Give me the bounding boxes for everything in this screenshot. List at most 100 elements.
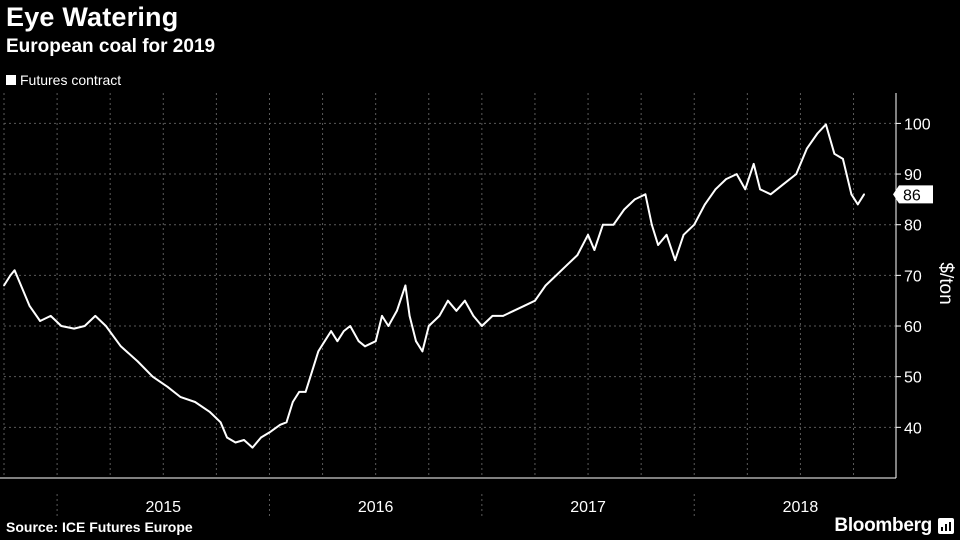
y-tick-label: 80 bbox=[904, 218, 922, 235]
data-point bbox=[94, 315, 97, 317]
data-point bbox=[534, 299, 536, 302]
data-point bbox=[752, 163, 755, 165]
data-point bbox=[644, 193, 647, 196]
data-point bbox=[251, 446, 254, 449]
x-tick-label: 2015 bbox=[145, 499, 181, 516]
data-point bbox=[447, 299, 449, 302]
series-line bbox=[3, 123, 865, 449]
data-point bbox=[119, 345, 122, 348]
data-point bbox=[381, 315, 383, 317]
data-point bbox=[20, 284, 22, 287]
data-point bbox=[850, 193, 853, 196]
data-point bbox=[285, 421, 288, 424]
data-point bbox=[512, 309, 515, 312]
data-point bbox=[364, 345, 366, 348]
x-tick-label: 2017 bbox=[570, 499, 606, 516]
data-point bbox=[682, 233, 685, 236]
last-value-label: 86 bbox=[903, 187, 921, 204]
data-point bbox=[243, 439, 245, 441]
data-point bbox=[13, 269, 16, 272]
data-point bbox=[39, 320, 41, 322]
data-point bbox=[291, 401, 294, 403]
data-point bbox=[612, 223, 615, 226]
legend-label: Futures contract bbox=[20, 72, 122, 88]
data-point bbox=[336, 340, 339, 343]
data-point bbox=[665, 233, 668, 236]
data-point bbox=[693, 223, 696, 226]
data-point bbox=[555, 274, 558, 277]
data-point bbox=[105, 325, 107, 327]
data-point bbox=[795, 173, 798, 176]
data-point bbox=[387, 325, 390, 327]
data-point bbox=[735, 173, 738, 176]
data-point bbox=[404, 284, 407, 287]
data-point bbox=[408, 315, 411, 317]
data-point bbox=[565, 264, 568, 267]
data-point bbox=[481, 325, 483, 327]
data-point bbox=[657, 244, 659, 246]
y-tick-label: 70 bbox=[904, 268, 922, 285]
data-point bbox=[576, 254, 579, 256]
y-tick-label: 100 bbox=[904, 116, 931, 133]
data-point bbox=[523, 304, 526, 307]
y-axis-label: $/ton bbox=[935, 262, 956, 304]
data-point bbox=[298, 391, 301, 393]
y-tick-label: 50 bbox=[904, 370, 922, 387]
data-point bbox=[73, 327, 75, 330]
last-value-badge bbox=[893, 185, 933, 204]
data-point bbox=[374, 340, 377, 343]
chart-subtitle: European coal for 2019 bbox=[6, 36, 216, 57]
data-point bbox=[396, 309, 398, 312]
data-point bbox=[166, 385, 169, 388]
data-point bbox=[357, 340, 360, 343]
data-point bbox=[219, 421, 222, 424]
y-tick-label: 40 bbox=[904, 420, 922, 437]
data-point bbox=[136, 360, 139, 363]
data-point bbox=[49, 315, 52, 317]
chart-title: Eye Watering bbox=[6, 2, 179, 32]
data-point bbox=[782, 183, 785, 186]
data-point bbox=[714, 188, 717, 191]
data-point bbox=[3, 284, 5, 287]
data-point bbox=[304, 391, 307, 393]
data-point bbox=[464, 299, 466, 302]
data-point bbox=[179, 396, 182, 398]
legend: Futures contract bbox=[6, 72, 121, 88]
data-point bbox=[342, 330, 345, 332]
data-point bbox=[842, 158, 844, 160]
data-point bbox=[544, 284, 547, 287]
y-tick-label: 60 bbox=[904, 319, 922, 336]
data-point bbox=[9, 274, 12, 277]
data-point bbox=[587, 233, 589, 236]
data-point bbox=[502, 315, 504, 317]
data-point bbox=[226, 436, 228, 439]
data-point bbox=[769, 193, 772, 196]
source-note: Source: ICE Futures Europe bbox=[6, 519, 193, 535]
data-point bbox=[759, 188, 761, 191]
data-point bbox=[674, 259, 676, 262]
data-point bbox=[323, 340, 326, 343]
data-point bbox=[833, 152, 836, 155]
brand-icon bbox=[938, 518, 954, 534]
data-point bbox=[28, 304, 31, 307]
data-point bbox=[863, 193, 865, 196]
data-point bbox=[234, 441, 237, 444]
data-point bbox=[209, 411, 211, 413]
data-point bbox=[744, 188, 747, 191]
data-point bbox=[438, 315, 441, 317]
x-tick-label: 2016 bbox=[358, 499, 394, 516]
data-point bbox=[593, 249, 596, 251]
x-tick-label: 2018 bbox=[783, 499, 819, 516]
data-point bbox=[491, 315, 494, 317]
data-point bbox=[151, 375, 154, 378]
legend-swatch bbox=[6, 75, 16, 85]
y-tick-label: 90 bbox=[904, 167, 922, 184]
data-point bbox=[317, 350, 320, 353]
data-point bbox=[472, 315, 475, 317]
data-point bbox=[268, 431, 271, 434]
data-point bbox=[704, 203, 706, 206]
data-point bbox=[650, 223, 653, 226]
data-point bbox=[194, 401, 197, 403]
data-point bbox=[455, 309, 458, 312]
